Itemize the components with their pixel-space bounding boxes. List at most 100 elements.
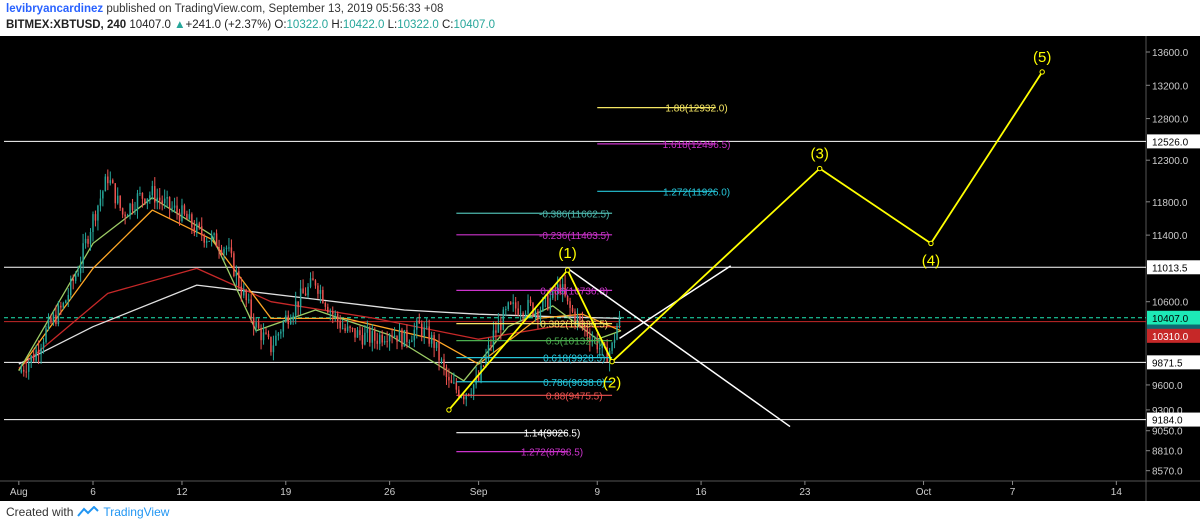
tradingview-logo-icon bbox=[77, 506, 100, 517]
candle-body bbox=[497, 322, 500, 333]
candle-body bbox=[299, 288, 302, 308]
candle-body bbox=[45, 328, 47, 343]
candle-body bbox=[27, 362, 30, 372]
price-tick-label: 9184.0 bbox=[1152, 416, 1183, 427]
candle-body bbox=[391, 335, 393, 337]
candle-body bbox=[247, 299, 250, 301]
candle-body bbox=[408, 341, 411, 343]
candle-body bbox=[116, 195, 119, 204]
candle-body bbox=[512, 302, 514, 304]
candle-body bbox=[287, 315, 290, 325]
candle-body bbox=[114, 183, 116, 204]
price-chart[interactable]: 1.88(12932.0) 1.618(12496.5) 1.272(11926.0… bbox=[0, 36, 1200, 501]
candle-body bbox=[191, 214, 193, 228]
candle-body bbox=[223, 249, 225, 254]
stop-level-tag bbox=[1147, 328, 1200, 343]
candle-body bbox=[158, 197, 161, 201]
candle-body bbox=[126, 215, 129, 217]
candle-body bbox=[94, 214, 97, 221]
candle-body bbox=[294, 301, 297, 316]
candle-body bbox=[173, 205, 176, 208]
time-tick-label: 14 bbox=[1111, 487, 1123, 498]
tradingview-brand[interactable]: TradingView bbox=[103, 505, 170, 519]
candle-body bbox=[124, 214, 126, 217]
price-tick-label: 12526.0 bbox=[1152, 137, 1189, 148]
candle-body bbox=[443, 359, 445, 368]
stop-level-label: 10310.0 bbox=[1152, 332, 1189, 343]
candle-body bbox=[188, 214, 191, 220]
price-tick-label: 11400.0 bbox=[1152, 231, 1188, 242]
candle-body bbox=[339, 321, 341, 329]
candle-body bbox=[82, 243, 84, 265]
candle-body bbox=[42, 342, 45, 349]
candle-body bbox=[203, 235, 205, 243]
grid bbox=[0, 36, 1200, 501]
price-tick-label: 13600.0 bbox=[1152, 48, 1189, 59]
candle-body bbox=[183, 205, 186, 214]
price-tag-box bbox=[1147, 134, 1200, 149]
candle-body bbox=[529, 299, 532, 304]
low-label: L: bbox=[387, 19, 398, 31]
published-text: published on TradingView.com, September … bbox=[106, 3, 444, 15]
fib-level-label: 1.272(11926.0) bbox=[663, 187, 730, 198]
candle-body bbox=[129, 203, 131, 216]
candle-body bbox=[163, 198, 166, 204]
wave-path bbox=[448, 71, 1043, 411]
candle-body bbox=[450, 380, 453, 383]
candle-body bbox=[240, 286, 243, 296]
candle-body bbox=[354, 328, 356, 338]
candle-body bbox=[396, 335, 398, 342]
candle-body bbox=[458, 389, 460, 397]
candle-body bbox=[418, 320, 421, 324]
candle-body bbox=[421, 323, 423, 337]
candle-body bbox=[312, 278, 314, 281]
candle-body bbox=[369, 328, 371, 343]
candle-body bbox=[107, 176, 109, 184]
candle-body bbox=[344, 328, 346, 331]
symbol-label: BITMEX:XBTUSD, 240 bbox=[6, 19, 127, 31]
candle-body bbox=[502, 309, 505, 330]
candle-body bbox=[495, 330, 497, 333]
high-label: H: bbox=[331, 19, 343, 31]
candle-body bbox=[322, 290, 324, 303]
current-price-tag bbox=[1147, 310, 1200, 325]
candle-body bbox=[141, 192, 144, 199]
candle-body bbox=[411, 340, 413, 342]
candle-body bbox=[198, 223, 201, 227]
candle-body bbox=[472, 384, 475, 395]
candle-body bbox=[393, 335, 396, 337]
candle-body bbox=[20, 369, 23, 373]
time-axis[interactable]: Aug 6 12 19 26 Sep 9 16 23 Oct 7 14 bbox=[10, 481, 1122, 498]
fib-level-label: -0.236(11403.5) bbox=[539, 231, 609, 242]
candle-body bbox=[302, 288, 304, 294]
candle-body bbox=[383, 341, 386, 343]
price-axis[interactable]: 13600.0 13200.0 12800.0 12526.0 12300.0 11800… bbox=[1146, 48, 1200, 478]
candle-body bbox=[272, 345, 275, 353]
created-with-text: Created with bbox=[6, 505, 74, 519]
candle-body bbox=[23, 369, 25, 372]
candle-body bbox=[119, 195, 121, 209]
candle-body bbox=[460, 396, 463, 398]
candle-body bbox=[154, 186, 156, 203]
candles bbox=[20, 169, 621, 407]
candle-body bbox=[534, 311, 537, 316]
candle-body bbox=[537, 311, 539, 320]
candle-body bbox=[425, 326, 428, 328]
candle-body bbox=[423, 327, 425, 337]
moving-average-line bbox=[18, 267, 621, 369]
candle-body bbox=[30, 355, 32, 363]
candle-body bbox=[547, 295, 549, 310]
fib-level-label: 0.618(9928.5) bbox=[543, 354, 605, 365]
candle-body bbox=[304, 293, 307, 296]
candle-body bbox=[336, 313, 339, 322]
time-tick-label: Oct bbox=[916, 487, 932, 498]
candle-body bbox=[307, 286, 309, 296]
candle-body bbox=[186, 213, 188, 220]
candle-body bbox=[193, 227, 196, 234]
candle-body bbox=[314, 280, 317, 286]
candle-body bbox=[92, 214, 94, 233]
candle-body bbox=[166, 197, 168, 199]
author-link[interactable]: levibryancardinez bbox=[6, 3, 104, 15]
candle-body bbox=[262, 332, 265, 341]
candle-body bbox=[144, 198, 146, 204]
